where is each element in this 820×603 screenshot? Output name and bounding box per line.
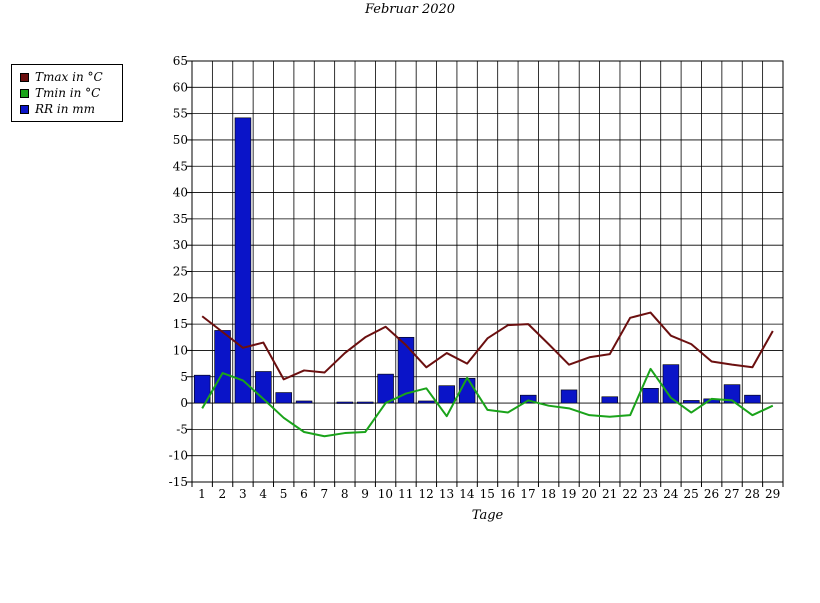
y-tick-label: 60	[173, 80, 188, 94]
x-tick-label: 12	[419, 487, 434, 501]
legend-item-rr: RR in mm	[20, 101, 122, 117]
legend-swatch-tmin	[20, 88, 29, 98]
bar-series	[193, 117, 761, 404]
bar-rr-day-11	[397, 336, 415, 404]
x-tick-label: 1	[198, 487, 206, 501]
bar-rr-day-3	[234, 117, 252, 404]
x-tick-label: 6	[300, 487, 308, 501]
chart-title: Februar 2020	[364, 2, 456, 17]
y-tick-label: 65	[173, 54, 188, 68]
bar-rr-day-21	[601, 396, 619, 404]
legend-item-tmin: Tmin in °C	[20, 85, 122, 101]
y-tick-label: 40	[173, 186, 188, 200]
bar-rr-day-28	[744, 394, 761, 404]
x-tick-label: 8	[341, 487, 349, 501]
legend-label-tmin: Tmin in °C	[35, 86, 101, 100]
grid-lines	[191, 60, 784, 483]
legend-swatch-tmax	[20, 72, 29, 82]
bar-rr-day-14	[458, 378, 476, 404]
y-tick-label: 5	[180, 370, 188, 384]
bar-rr-day-17	[520, 394, 537, 404]
x-tick-label: 23	[643, 487, 658, 501]
x-tick-label: 2	[219, 487, 227, 501]
bar-rr-day-27	[723, 384, 741, 404]
y-tick-label: 0	[180, 396, 188, 410]
x-tick-label: 20	[582, 487, 597, 501]
x-tick-label: 25	[683, 487, 698, 501]
line-series-1	[201, 367, 774, 438]
x-tick-label: 15	[480, 487, 495, 501]
y-tick-label: 50	[173, 133, 188, 147]
legend-label-tmax: Tmax in °C	[35, 70, 103, 84]
line-series	[201, 311, 774, 438]
y-tick-label: 15	[173, 317, 188, 331]
legend-item-tmax: Tmax in °C	[20, 69, 122, 85]
x-tick-label: 10	[378, 487, 393, 501]
y-tick-label: -15	[169, 475, 188, 489]
x-tick-label: 21	[602, 487, 617, 501]
legend: Tmax in °C Tmin in °C RR in mm	[11, 64, 123, 122]
bar-rr-day-8	[336, 401, 354, 404]
x-tick-label: 27	[724, 487, 739, 501]
x-tick-label: 16	[500, 487, 515, 501]
bar-rr-day-10	[377, 373, 394, 404]
x-tick-label: 9	[361, 487, 369, 501]
x-tick-label: 17	[520, 487, 535, 501]
y-tick-label: 25	[173, 265, 188, 279]
x-tick-label: 19	[561, 487, 576, 501]
bar-rr-day-1	[193, 374, 211, 404]
bar-rr-day-2	[214, 330, 231, 404]
y-tick-label: 45	[173, 159, 188, 173]
bar-rr-day-12	[418, 400, 435, 404]
x-tick-label: 3	[239, 487, 247, 501]
y-tick-label: -5	[176, 422, 188, 436]
x-tick-label: 4	[259, 487, 267, 501]
y-tick-label: 55	[173, 107, 188, 121]
x-tick-label: 14	[459, 487, 475, 501]
y-tick-label: 35	[173, 212, 188, 226]
x-tick-label: 24	[663, 487, 679, 501]
x-tick-label: 11	[398, 487, 413, 501]
y-tick-label: 10	[173, 343, 188, 357]
line-series-0	[201, 311, 774, 381]
bar-rr-day-25	[683, 400, 700, 404]
x-tick-label: 18	[541, 487, 556, 501]
bar-rr-day-6	[295, 400, 313, 404]
y-tick-label: -10	[169, 449, 188, 463]
x-tick-label: 29	[765, 487, 780, 501]
x-tick-label: 13	[439, 487, 454, 501]
bar-rr-day-9	[356, 401, 374, 404]
x-tick-label: 5	[280, 487, 288, 501]
bar-rr-day-19	[560, 389, 578, 404]
bar-rr-day-13	[438, 385, 455, 404]
y-tick-label: 20	[173, 291, 188, 305]
bar-rr-day-23	[642, 388, 659, 404]
x-tick-label: 28	[745, 487, 760, 501]
x-axis-label: Tage	[472, 508, 504, 523]
legend-swatch-rr	[20, 104, 29, 114]
bar-rr-day-5	[275, 392, 292, 404]
x-tick-label: 22	[622, 487, 637, 501]
legend-label-rr: RR in mm	[35, 102, 96, 116]
x-tick-label: 26	[704, 487, 719, 501]
x-tick-label: 7	[320, 487, 328, 501]
y-tick-label: 30	[173, 238, 188, 252]
